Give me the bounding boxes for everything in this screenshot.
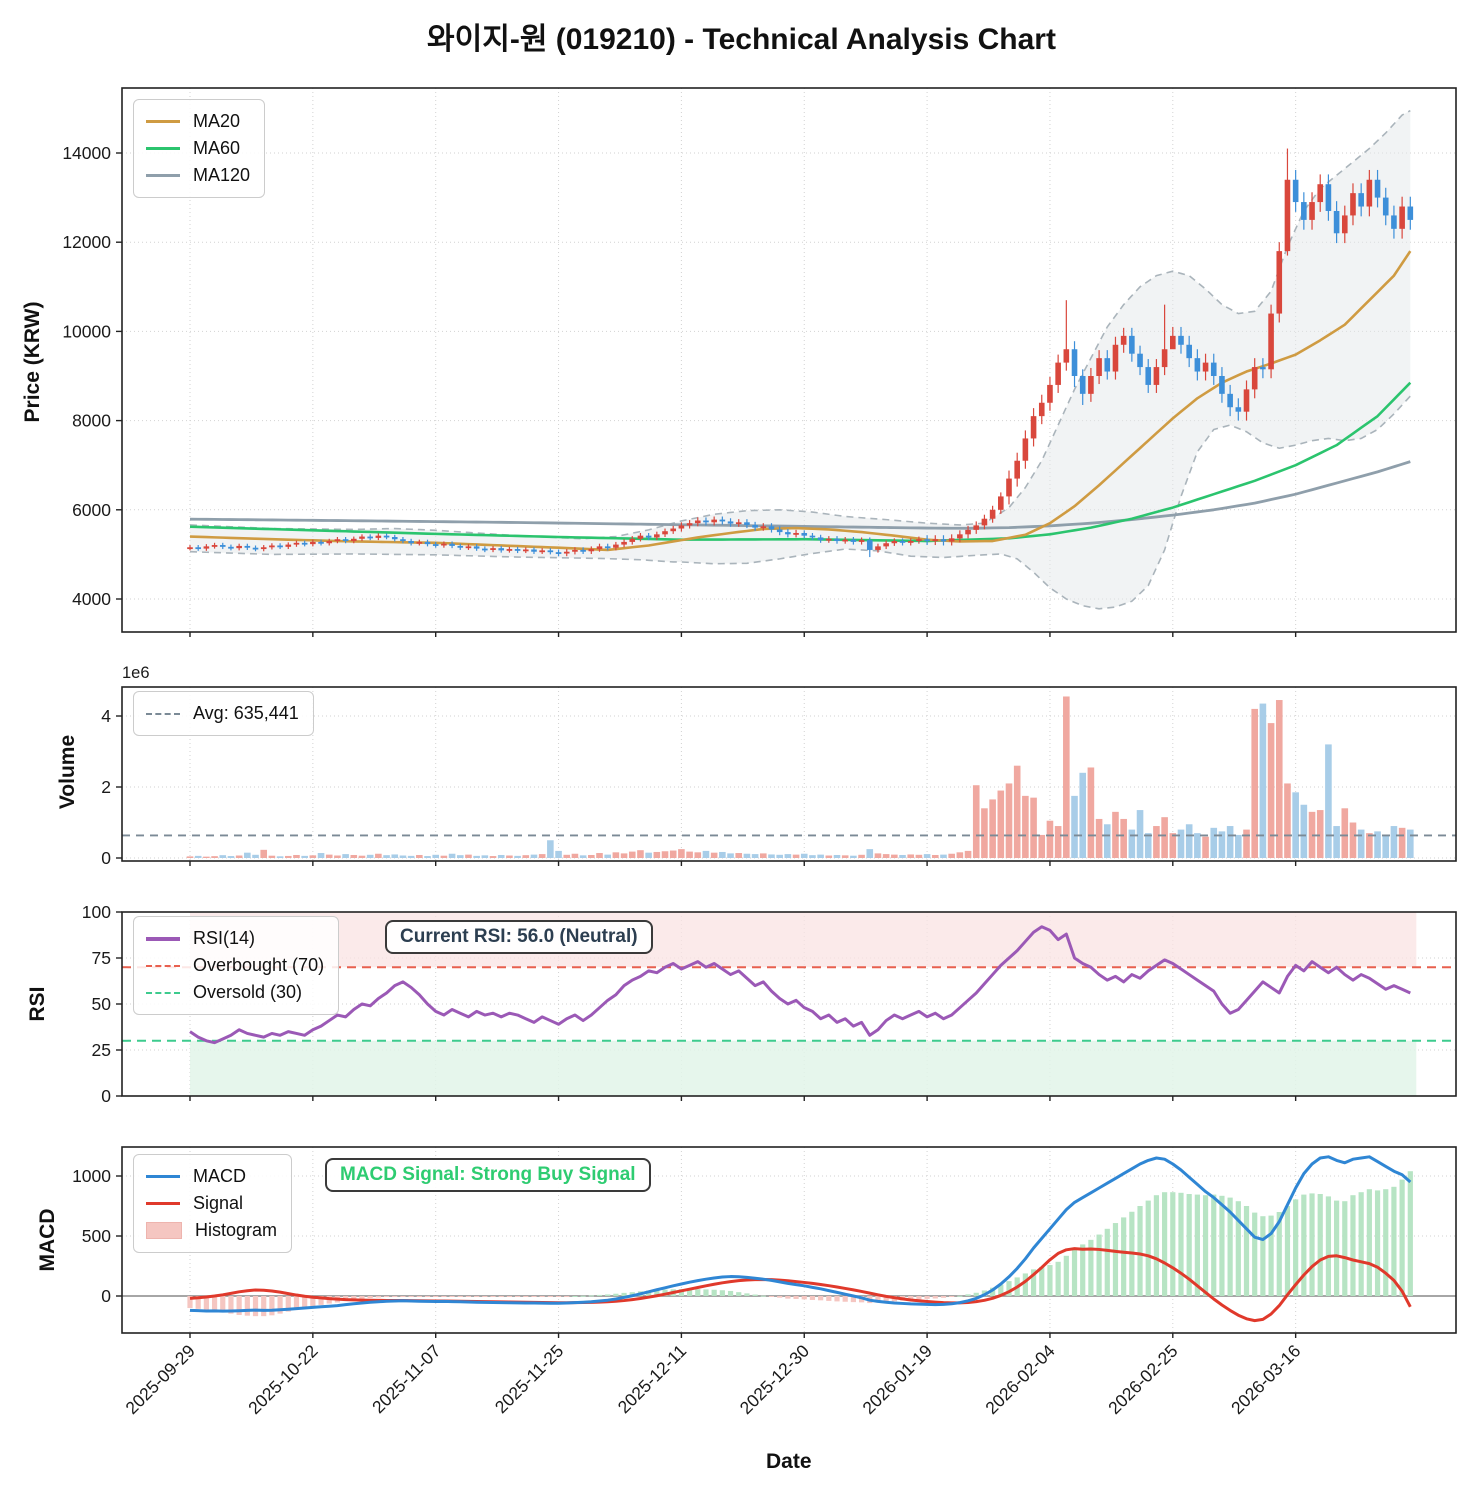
legend-item-rsi: RSI(14) — [146, 925, 324, 952]
volume-legend: Avg: 635,441 — [133, 691, 314, 736]
svg-text:100: 100 — [82, 902, 111, 922]
rsi-zones — [122, 912, 1456, 1096]
avg-line-swatch — [146, 712, 180, 715]
legend-label: Signal — [193, 1193, 244, 1213]
svg-text:2: 2 — [101, 777, 111, 797]
legend-label: MA20 — [193, 111, 241, 131]
rsi-line — [189, 925, 1411, 1045]
macd-axis-label: MACD — [36, 1208, 59, 1272]
oversold-line-swatch — [146, 991, 180, 994]
legend-item-ma60: MA60 — [146, 135, 250, 162]
legend-item-signal: Signal — [146, 1190, 277, 1217]
svg-text:10000: 10000 — [62, 321, 111, 341]
svg-text:2025-12-11: 2025-12-11 — [614, 1341, 691, 1418]
svg-text:12000: 12000 — [62, 232, 111, 252]
svg-text:0: 0 — [101, 1286, 111, 1306]
signal-line-swatch — [146, 1202, 180, 1205]
ma60-line-swatch — [146, 147, 180, 150]
svg-text:0: 0 — [101, 1086, 111, 1106]
svg-text:2025-11-25: 2025-11-25 — [491, 1341, 568, 1418]
macd-annotation: MACD Signal: Strong Buy Signal — [325, 1158, 651, 1192]
legend-item-avg: Avg: 635,441 — [146, 700, 299, 727]
legend-label: RSI(14) — [193, 928, 256, 948]
legend-item-ma120: MA120 — [146, 162, 250, 189]
legend-label: Avg: 635,441 — [193, 703, 299, 723]
legend-item-macd: MACD — [146, 1163, 277, 1190]
legend-label: MACD — [193, 1166, 246, 1186]
macd-line-swatch — [146, 1175, 180, 1178]
svg-text:8000: 8000 — [72, 411, 111, 431]
legend-label: MA60 — [193, 138, 241, 158]
legend-item-histogram: Histogram — [146, 1217, 277, 1244]
svg-text:6000: 6000 — [72, 500, 111, 520]
date-axis-label: Date — [766, 1450, 812, 1473]
svg-text:14000: 14000 — [62, 143, 111, 163]
svg-text:0: 0 — [101, 848, 111, 868]
svg-text:1e6: 1e6 — [122, 664, 150, 682]
legend-item-ma20: MA20 — [146, 108, 250, 135]
svg-text:50: 50 — [92, 994, 112, 1014]
overbought-line-swatch — [146, 964, 180, 967]
bollinger-band — [189, 109, 1411, 610]
ma20-line-swatch — [146, 120, 180, 123]
legend-label: Overbought (70) — [193, 955, 325, 975]
rsi-axis-label: RSI — [26, 986, 49, 1022]
moving-averages — [189, 250, 1412, 552]
legend-label: MA120 — [193, 165, 251, 185]
axes: 4000600080001000012000140000240255075100… — [62, 87, 1457, 1338]
svg-text:2025-09-29: 2025-09-29 — [121, 1341, 198, 1418]
svg-text:2026-03-16: 2026-03-16 — [1227, 1341, 1304, 1418]
volume-axis-label: Volume — [56, 734, 79, 810]
price-legend: MA20 MA60 MA120 — [133, 99, 266, 198]
histogram-swatch — [146, 1222, 182, 1239]
macd-histogram — [122, 1171, 1456, 1317]
candlesticks — [187, 148, 1414, 558]
rsi-line-swatch — [146, 936, 180, 941]
ma120-line-swatch — [146, 174, 180, 177]
rsi-legend: RSI(14) Overbought (70) Oversold (30) — [133, 916, 340, 1015]
price-axis-label: Price (KRW) — [21, 301, 44, 423]
chart-title: 와이지-원 (019210) - Technical Analysis Char… — [427, 23, 1056, 56]
svg-text:2025-11-07: 2025-11-07 — [368, 1341, 445, 1418]
volume-bars — [186, 696, 1414, 858]
svg-text:2026-02-04: 2026-02-04 — [981, 1341, 1059, 1419]
svg-text:25: 25 — [92, 1040, 111, 1060]
svg-text:4: 4 — [101, 706, 111, 726]
svg-text:2025-10-22: 2025-10-22 — [244, 1341, 321, 1418]
svg-text:2026-02-25: 2026-02-25 — [1104, 1341, 1181, 1418]
date-tick-labels: 2025-09-29 2025-10-22 2025-11-07 2025-11-25… — [121, 1341, 1304, 1419]
rsi-annotation: Current RSI: 56.0 (Neutral) — [385, 920, 653, 954]
svg-text:1000: 1000 — [72, 1166, 111, 1186]
macd-legend: MACD Signal Histogram — [133, 1154, 293, 1253]
legend-label: Oversold (30) — [193, 982, 303, 1002]
svg-text:2025-12-30: 2025-12-30 — [736, 1341, 814, 1419]
svg-text:4000: 4000 — [72, 589, 111, 609]
legend-item-oversold: Oversold (30) — [146, 979, 324, 1006]
legend-item-overbought: Overbought (70) — [146, 952, 324, 979]
svg-text:75: 75 — [92, 948, 111, 968]
svg-text:2026-01-19: 2026-01-19 — [858, 1341, 935, 1418]
legend-label: Histogram — [195, 1220, 278, 1240]
svg-text:500: 500 — [82, 1226, 111, 1246]
macd-line — [189, 1155, 1412, 1313]
